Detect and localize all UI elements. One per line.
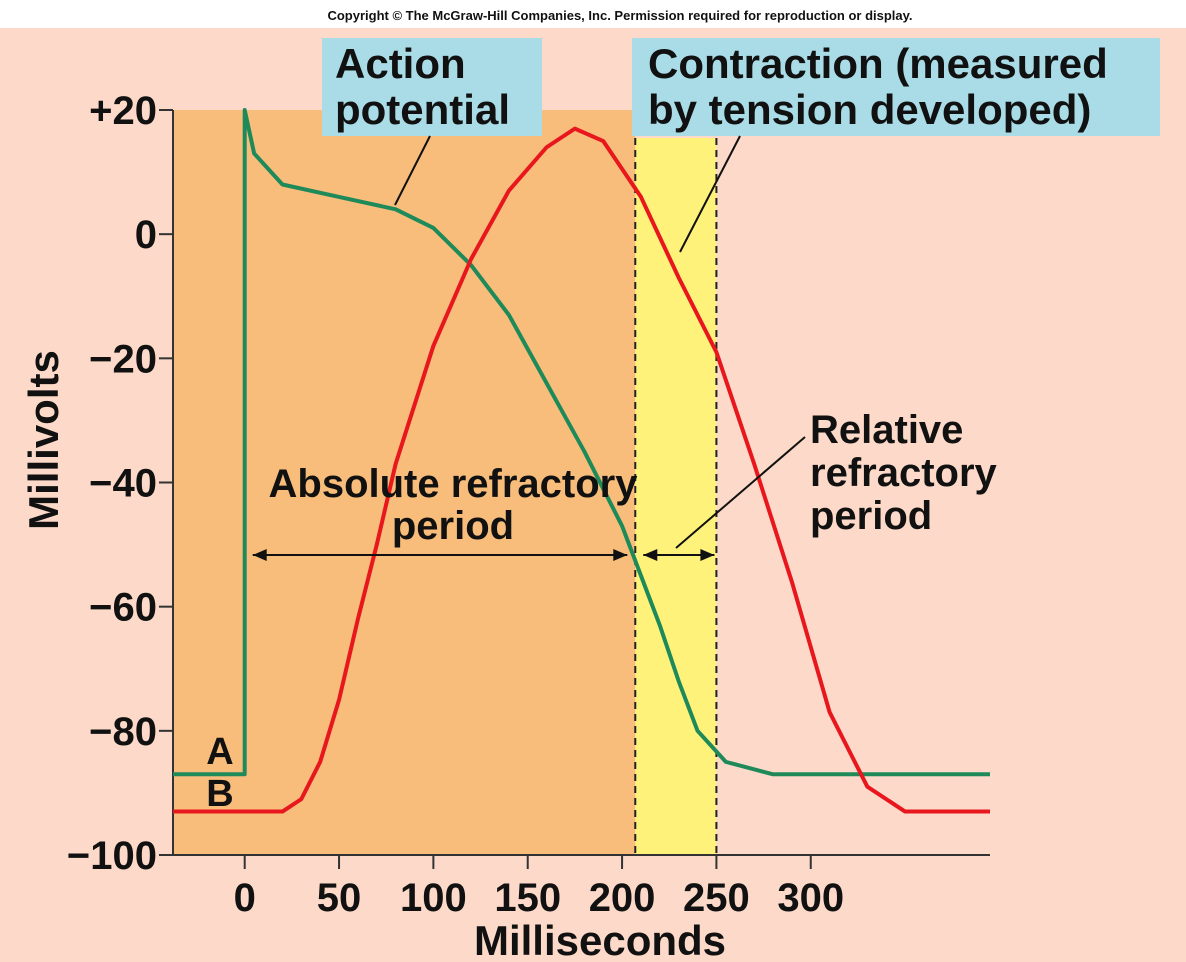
period-label: Absolute refractory bbox=[269, 462, 639, 506]
y-tick-label: −20 bbox=[89, 337, 157, 381]
callout-box bbox=[632, 38, 1160, 136]
callout-text: by tension developed) bbox=[648, 86, 1091, 133]
series-name: A bbox=[206, 731, 233, 773]
data-line bbox=[173, 108, 990, 777]
arrowhead bbox=[252, 549, 267, 561]
y-axis-label: Millivolts bbox=[20, 350, 67, 530]
period-label: Relative bbox=[810, 408, 963, 452]
leader-line bbox=[679, 135, 741, 253]
leader-line bbox=[675, 436, 806, 549]
y-tick-label: −40 bbox=[89, 462, 157, 506]
period-label: period bbox=[392, 504, 514, 548]
callout-box bbox=[322, 38, 542, 136]
x-tick-label: 0 bbox=[234, 876, 256, 920]
callout-text: Action bbox=[335, 40, 466, 87]
x-tick-label: 100 bbox=[400, 876, 467, 920]
y-tick-label: 0 bbox=[135, 213, 157, 257]
arrowhead bbox=[613, 549, 628, 561]
x-axis-label: Milliseconds bbox=[474, 917, 726, 962]
arrowhead bbox=[700, 549, 715, 561]
y-tick-label: −80 bbox=[89, 710, 157, 754]
period-region bbox=[635, 138, 717, 855]
x-tick-label: 150 bbox=[494, 876, 561, 920]
copyright-band bbox=[0, 0, 1186, 28]
x-tick-label: 300 bbox=[777, 876, 844, 920]
leader-line bbox=[394, 135, 431, 206]
series-name: B bbox=[206, 773, 233, 815]
period-label: period bbox=[810, 494, 932, 538]
y-tick-label: −60 bbox=[89, 586, 157, 630]
callout-text: Contraction (measured bbox=[648, 40, 1108, 87]
arrowhead bbox=[643, 549, 658, 561]
callout-text: potential bbox=[335, 86, 510, 133]
period-label: refractory bbox=[810, 451, 998, 495]
copyright: Copyright © The McGraw-Hill Companies, I… bbox=[327, 8, 912, 23]
period-region bbox=[173, 110, 636, 855]
y-tick-label: +20 bbox=[89, 89, 157, 133]
x-tick-label: 50 bbox=[317, 876, 362, 920]
x-tick-label: 200 bbox=[589, 876, 656, 920]
data-line bbox=[173, 126, 990, 814]
x-tick-label: 250 bbox=[683, 876, 750, 920]
y-tick-label: −100 bbox=[67, 834, 157, 878]
